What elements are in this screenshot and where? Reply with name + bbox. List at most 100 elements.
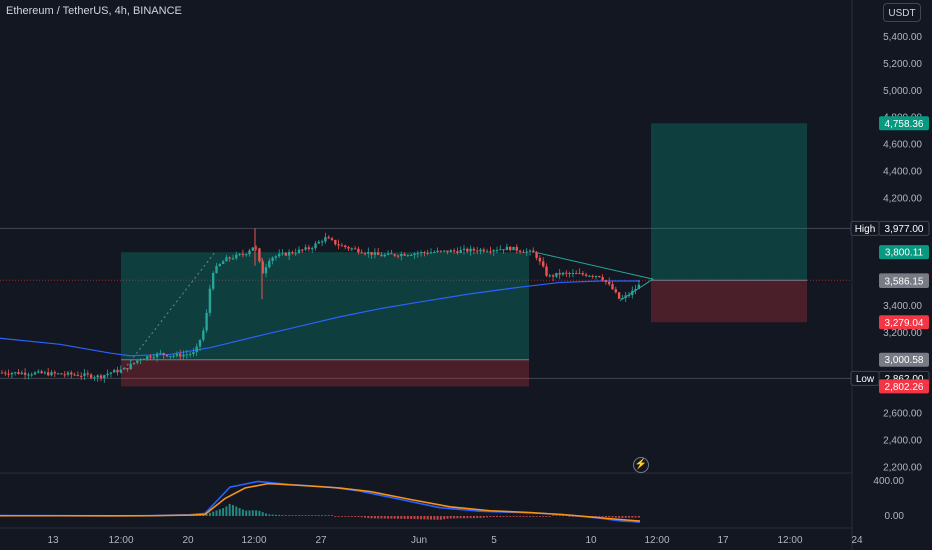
candle-body [136,360,139,363]
histogram-bar [433,516,436,520]
candle-body [436,250,439,253]
histogram-bar [436,516,439,520]
histogram-bar [525,516,528,517]
candle-body [370,252,373,255]
histogram-bar [265,513,267,516]
candle-body [528,250,532,252]
candle-body [122,368,126,370]
price-label-value: 3,000.58 [885,355,924,366]
histogram-bar [423,516,426,520]
price-tick-label: 4,400.00 [883,167,922,178]
price-label-value: 2,862.00 [885,374,924,385]
histogram-bar [601,516,604,517]
candle-body [515,246,518,251]
candle-body [17,372,20,374]
candle-body [386,253,390,255]
candle-body [278,253,281,257]
histogram-bar [634,516,637,518]
histogram-bar [595,516,597,517]
histogram-bar [403,516,406,519]
histogram-bar [324,515,327,516]
candle-body [396,255,400,257]
histogram-bar [311,515,314,516]
candle-body [212,273,215,289]
histogram-bar [515,516,518,517]
candle-body [50,372,53,376]
histogram-bar [502,516,505,517]
time-tick-label: 12:00 [644,535,669,546]
candle-body [568,273,571,275]
candle-body [172,355,175,357]
time-tick-label: 12:00 [241,535,266,546]
currency-button[interactable]: USDT [883,3,921,22]
histogram-bar [538,516,541,517]
candle-body [380,254,383,257]
candle-body [314,243,317,249]
histogram-bar [354,516,357,517]
symbol-title[interactable]: Ethereum / TetherUS, 4h, BINANCE [6,5,182,17]
candle-body [466,248,469,252]
candle-body [63,374,66,376]
price-label-prefix-badge [850,370,880,386]
price-label-value: 4,758.36 [885,119,924,130]
candle-body [23,372,27,375]
price-label-badge [879,315,929,330]
candle-body [33,372,37,375]
candle-body [485,251,489,253]
price-tick-label: 4,200.00 [883,193,922,204]
histogram-bar [393,516,396,519]
histogram-bar [486,516,489,518]
candle-body [558,272,561,275]
histogram-bar [604,516,607,517]
candle-body [482,249,485,252]
time-tick-label: 10 [585,535,597,546]
histogram-bar [301,515,304,516]
position-loss-zone [121,359,529,387]
candle-body [93,377,96,379]
histogram-bar [624,516,627,518]
candle-body [452,250,456,252]
candle-body [208,288,212,313]
candle-body [317,241,320,244]
histogram-bar [373,516,376,519]
lightning-icon[interactable]: ⚡ [633,457,649,473]
position-profit-zone [651,123,807,281]
histogram-bar [614,516,617,518]
price-label-badge [879,352,929,367]
candle-body [4,372,7,374]
histogram-bar [271,514,274,516]
candle-body [617,292,621,299]
candle-body [604,280,608,282]
candle-body [284,252,287,256]
candle-body [231,258,235,260]
time-tick-label: 12:00 [108,535,133,546]
histogram-bar [618,516,621,518]
histogram-bar [314,515,317,516]
histogram-bar [446,516,449,519]
histogram-bar [284,515,287,516]
candle-body [235,254,238,259]
candle-body [139,359,142,361]
candle-body [27,374,30,376]
candle-body [10,373,14,375]
candle-body [83,373,86,376]
candle-body [410,255,413,257]
price-label-value: 3,279.04 [885,318,924,329]
price-tick-label: 5,200.00 [883,59,922,70]
candle-body [70,372,73,375]
price-tick-label: 5,000.00 [883,86,922,97]
candle-body [522,251,525,253]
candle-body [327,237,330,239]
histogram-bar [426,516,429,520]
candle-body [400,253,403,257]
histogram-bar [327,515,330,516]
candle-body [106,373,109,376]
histogram-bar [548,516,551,517]
candle-body [439,250,443,252]
candle-body [89,374,93,378]
price-tick-label: 2,200.00 [883,462,922,473]
candle-body [40,371,43,374]
histogram-bar [562,515,564,516]
histogram-bar [228,503,231,516]
